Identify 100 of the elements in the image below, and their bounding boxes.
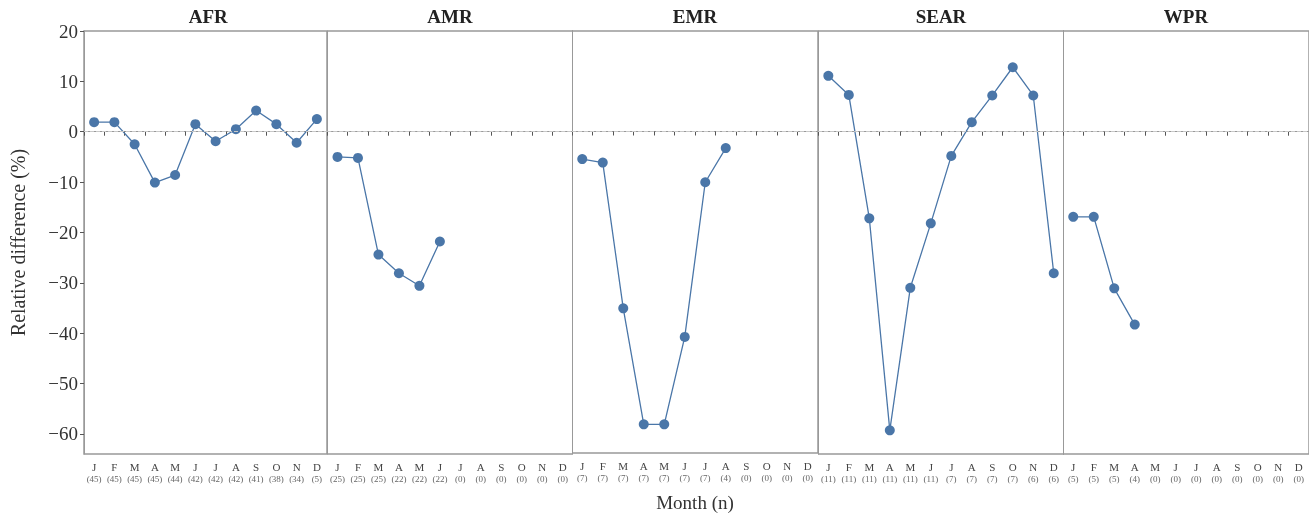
x-axis-title: Month (n) [656, 492, 734, 514]
x-tick-label: O (0) [761, 459, 772, 483]
point [352, 152, 363, 163]
x-tick-label: M (44) [167, 460, 183, 484]
y-tick-label: 20 [59, 20, 78, 42]
x-tick-label: M (0) [1150, 460, 1161, 484]
x-tick-label: J (7) [577, 459, 588, 483]
x-tick-label: M (7) [618, 459, 629, 483]
x-tick-label: A (4) [1129, 460, 1140, 484]
y-tick-label: −30 [48, 272, 78, 294]
x-tick-label: N (0) [536, 460, 548, 484]
x-tick-label: D (0) [802, 459, 813, 483]
x-tick-label: N (6) [1027, 460, 1039, 484]
point [190, 119, 201, 130]
x-tick-label: A (7) [638, 459, 649, 483]
x-tick-label: D (5) [311, 460, 323, 484]
point [618, 303, 629, 314]
x-tick-label: F (45) [106, 460, 122, 484]
x-tick-label: A (11) [881, 460, 897, 484]
x-tick-label: J (0) [1170, 460, 1181, 484]
x-tick-label: F (7) [597, 459, 608, 483]
x-tick-label: J (22) [431, 460, 447, 484]
point [986, 90, 997, 101]
point [210, 136, 221, 147]
x-tick-label: J (0) [1191, 460, 1202, 484]
x-tick-label: F (5) [1088, 460, 1099, 484]
x-tick-label: O (38) [268, 460, 284, 484]
x-tick-label: D (0) [557, 460, 568, 484]
x-tick-label: D (0) [1293, 460, 1304, 484]
x-tick-label: F (25) [349, 460, 365, 484]
point [251, 105, 262, 116]
point [291, 137, 302, 148]
y-tick-label: 0 [68, 121, 78, 143]
x-tick-label: M (22) [411, 460, 427, 484]
point [720, 143, 731, 154]
point [659, 419, 670, 430]
x-tick-label: J (7) [945, 460, 957, 484]
x-tick-label: N (34) [289, 460, 305, 484]
x-tick-label: J (11) [820, 460, 836, 484]
point [597, 157, 608, 168]
x-tick-label: A (4) [720, 459, 731, 483]
y-tick-label: −20 [48, 221, 78, 243]
x-tick-label: O (7) [1007, 460, 1018, 484]
point [863, 213, 874, 224]
point [311, 114, 322, 125]
point [577, 154, 588, 165]
y-tick-label: −60 [48, 423, 78, 445]
point [822, 70, 833, 81]
x-tick-label: J (25) [329, 460, 345, 484]
x-tick-label: M (7) [659, 459, 670, 483]
x-tick-label: O (0) [1252, 460, 1263, 484]
point [945, 150, 956, 161]
chart-title: WPR [1163, 6, 1209, 27]
chart-title: AMR [426, 6, 473, 27]
x-tick-label: N (0) [1273, 460, 1284, 484]
x-tick-label: J (7) [679, 459, 690, 483]
x-tick-label: D (6) [1048, 460, 1059, 484]
point [89, 117, 100, 128]
point [170, 170, 181, 181]
x-tick-label: M (11) [902, 460, 918, 484]
point [904, 282, 915, 293]
x-tick-label: S (0) [1232, 460, 1243, 484]
x-tick-label: M (45) [127, 460, 143, 484]
x-tick-label: J (45) [86, 460, 102, 484]
x-tick-label: S (7) [986, 460, 998, 484]
chart-title: SEAR [915, 6, 967, 27]
y-axis-title: Relative difference (%) [7, 148, 30, 337]
x-tick-label: A (45) [147, 460, 163, 484]
x-tick-label: N (0) [782, 459, 793, 483]
point [413, 280, 424, 291]
x-tick-label: A (0) [475, 460, 486, 484]
x-tick-label: A (0) [1211, 460, 1222, 484]
x-tick-label: J (5) [1068, 460, 1079, 484]
point [700, 177, 711, 188]
point [129, 139, 140, 150]
x-tick-label: M (5) [1109, 460, 1120, 484]
x-tick-label: F (11) [840, 460, 856, 484]
x-tick-label: J (42) [208, 460, 224, 484]
x-tick-label: A (42) [228, 460, 244, 484]
point [925, 218, 936, 229]
point [966, 117, 977, 128]
point [843, 89, 854, 100]
point [271, 119, 282, 130]
point [149, 177, 160, 188]
y-tick-label: −40 [48, 322, 78, 344]
x-tick-label: M (11) [861, 460, 877, 484]
x-tick-label: S (0) [741, 459, 752, 483]
x-tick-label: S (0) [495, 460, 507, 484]
point [884, 425, 895, 436]
chart-title: AFR [188, 6, 229, 27]
x-tick-label: J (42) [187, 460, 203, 484]
y-tick-label: 10 [59, 70, 78, 92]
y-tick-label: −50 [48, 373, 78, 394]
point [1007, 62, 1018, 73]
point [393, 268, 404, 279]
y-tick-label: −10 [48, 171, 78, 193]
point [1027, 90, 1038, 101]
point [372, 249, 383, 260]
x-tick-label: J (11) [922, 460, 938, 484]
point [679, 331, 690, 342]
